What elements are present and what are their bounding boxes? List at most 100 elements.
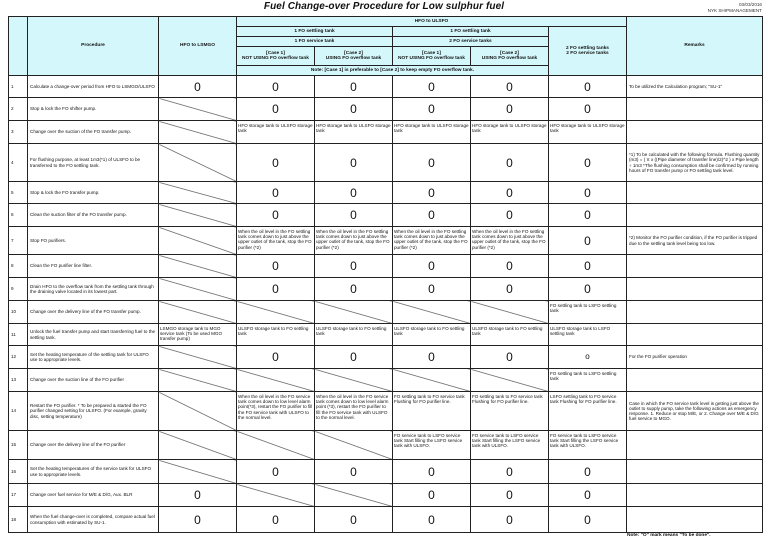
procedure-text: Drain HFO to the overflow tank from the … — [27, 277, 159, 301]
to-be-done-mark: 0 — [392, 75, 471, 98]
row-number: 11 — [8, 323, 28, 346]
instruction-cell: When the oil level in the FO settling ta… — [392, 226, 471, 255]
header-g1-case1: [Case 1] NOT USING FO overflow tank — [236, 46, 315, 66]
case-label: [Case 2] — [344, 50, 363, 56]
table-row: 18 When the fuel change-over is completed… — [8, 506, 764, 533]
to-be-done-mark: 0 — [470, 181, 549, 204]
table-row: 14 Restart the FO purifier. * To be prepa… — [8, 391, 764, 431]
not-applicable-cell — [392, 300, 471, 324]
row-number: 4 — [8, 143, 28, 182]
to-be-done-mark: 0 — [547, 254, 628, 278]
to-be-done-mark: 0 — [236, 254, 315, 278]
instruction-cell: LSMGO storage tank to MGO service tank (… — [158, 323, 237, 346]
not-applicable-cell — [314, 368, 393, 392]
to-be-done-mark: 0 — [158, 483, 237, 507]
to-be-done-mark: 0 — [547, 203, 628, 227]
instruction-cell: HFO storage tank to ULSFO storage tank — [314, 120, 393, 144]
procedure-text: Calculate a change-over period from HFO … — [27, 75, 159, 98]
to-be-done-mark: 0 — [392, 459, 471, 484]
to-be-done-mark: 0 — [392, 277, 471, 301]
to-be-done-mark: 0 — [392, 345, 471, 369]
not-applicable-cell — [158, 391, 237, 431]
to-be-done-mark: 0 — [236, 277, 315, 301]
remark-cell — [626, 120, 764, 144]
instruction-cell: FO settling tank to FO service tank Flus… — [470, 391, 549, 431]
header-two-fo-tanks: 2 FO settling tanks 2 FO service tanks — [547, 26, 628, 76]
instruction-cell: When the oil level in the FO settling ta… — [470, 226, 549, 255]
not-applicable-cell — [314, 483, 393, 507]
to-be-done-mark: 0 — [470, 75, 549, 98]
footer-note: Note: "O" mark means "To be done". — [627, 533, 711, 538]
instruction-cell: LSFO settling tank to FO service tank Fl… — [547, 391, 628, 431]
table-row: 13 Change over the suction line of the FO… — [8, 368, 764, 392]
not-applicable-cell — [314, 430, 393, 460]
instruction-cell: ULSFO storage tank to FO settling tank — [470, 323, 549, 346]
header-group2-line2: 2 FO service tanks — [392, 36, 549, 47]
to-be-done-mark: 0 — [158, 506, 237, 533]
case-label: [Case 1] — [422, 50, 441, 56]
to-be-done-mark: 0 — [547, 226, 628, 255]
to-be-done-mark: 0 — [392, 254, 471, 278]
instruction-cell: ULSFO storage tank to FO settling tank — [392, 323, 471, 346]
to-be-done-mark: 0 — [547, 483, 628, 507]
remark-cell — [626, 97, 764, 121]
not-applicable-cell — [158, 120, 237, 144]
to-be-done-mark: 0 — [392, 143, 471, 182]
row-number: 9 — [8, 277, 28, 301]
company-name: NYK SHIPMANAGEMENT — [707, 7, 762, 13]
to-be-done-mark: 0 — [470, 203, 549, 227]
case-sub: USING FO overflow tank — [325, 56, 382, 61]
table-row: 12 Set the heating temperature of the set… — [8, 345, 764, 369]
to-be-done-mark: o — [547, 345, 628, 369]
row-number: 15 — [8, 430, 28, 460]
document-date: 03/03/2016 — [739, 2, 762, 7]
remark-cell — [626, 368, 764, 392]
instruction-cell: FO settling tank to LSFO settling tank — [547, 300, 628, 324]
instruction-cell: FO service tank to LSFO service tank Sta… — [547, 430, 628, 460]
to-be-done-mark: 0 — [236, 203, 315, 227]
document-title: Fuel Change-over Procedure for Low sulph… — [263, 1, 505, 12]
header-group2-line1: 1 FO settling tank — [392, 26, 549, 37]
procedure-text: Change over the suction line of the FO p… — [27, 368, 159, 392]
procedure-text: Change over the suction of the FO transf… — [27, 120, 159, 144]
table-row: 16 Set the heating temperatures of the se… — [8, 459, 764, 484]
row-number: 13 — [8, 368, 28, 392]
not-applicable-cell — [470, 300, 549, 324]
to-be-done-mark: 0 — [392, 483, 471, 507]
procedure-text: Stop & lock the FO transfer pump. — [27, 181, 159, 204]
instruction-cell: FO settling tank to LSFO settling tank — [547, 368, 628, 392]
remark-cell: *2) Monitor the FO purifier condition, i… — [626, 226, 764, 255]
instruction-cell: FO settling tank to FO service tank Flus… — [392, 391, 471, 431]
to-be-done-mark: 0 — [392, 97, 471, 121]
not-applicable-cell — [158, 226, 237, 255]
remark-cell: *1) To be calculated with the following … — [626, 143, 764, 182]
header-procedure: Procedure — [27, 16, 159, 76]
to-be-done-mark: 0 — [392, 506, 471, 533]
table-row: 6 Clean the suction filter of the FO tran… — [8, 203, 764, 227]
case-sub: NOT USING FO overflow tank — [398, 56, 465, 61]
header-index — [8, 16, 28, 76]
header-two-fo-line2: 2 FO service tanks — [566, 51, 609, 56]
to-be-done-mark: 0 — [236, 75, 315, 98]
not-applicable-cell — [158, 143, 237, 182]
instruction-cell: HFO storage tank to ULSFO storage tank — [236, 120, 315, 144]
remark-cell — [626, 277, 764, 301]
table-row: 5 Stop & lock the FO transfer pump. 0 0 0 0 0 — [8, 181, 764, 204]
table-row: 3 Change over the suction of the FO trans… — [8, 120, 764, 144]
not-applicable-cell — [236, 368, 315, 392]
to-be-done-mark: 0 — [314, 203, 393, 227]
row-number: 5 — [8, 181, 28, 204]
to-be-done-mark: 0 — [392, 181, 471, 204]
not-applicable-cell — [236, 483, 315, 507]
remark-cell — [626, 483, 764, 507]
row-number: 1 — [8, 75, 28, 98]
to-be-done-mark: 0 — [547, 143, 628, 182]
header-g1-case2: [Case 2] USING FO overflow tank — [314, 46, 393, 66]
to-be-done-mark: 0 — [314, 97, 393, 121]
procedure-text: Unlock the fuel transfer pump and start … — [27, 323, 159, 346]
to-be-done-mark: 0 — [236, 459, 315, 484]
procedure-text: Change over the delivery line of the FO … — [27, 430, 159, 460]
procedure-text: When the fuel change-over is completed, … — [27, 506, 159, 533]
instruction-cell: When the oil level in the FO settling ta… — [236, 226, 315, 255]
to-be-done-mark: 0 — [470, 143, 549, 182]
